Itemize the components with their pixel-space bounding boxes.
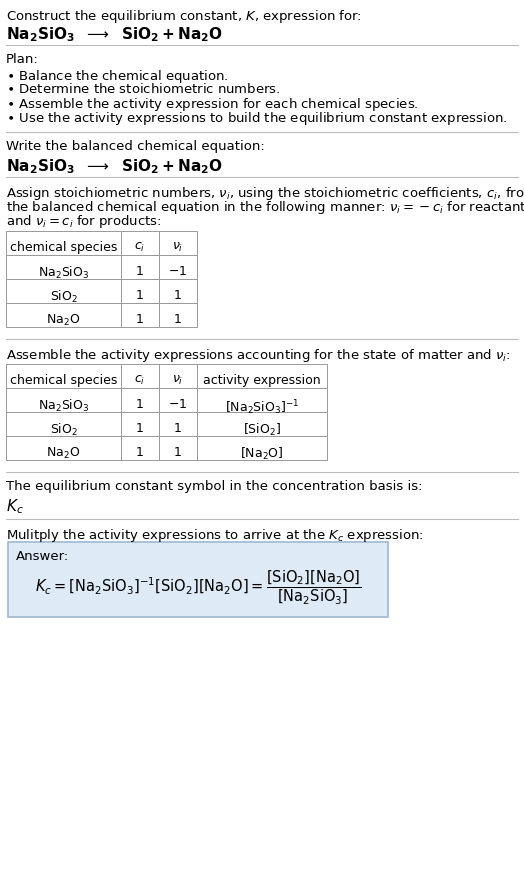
Bar xyxy=(6,255,121,279)
Text: 1: 1 xyxy=(174,446,182,459)
Text: $-1$: $-1$ xyxy=(168,398,188,411)
Bar xyxy=(121,412,159,436)
Text: chemical species: chemical species xyxy=(10,241,117,254)
Text: $\bullet$ Use the activity expressions to build the equilibrium constant express: $\bullet$ Use the activity expressions t… xyxy=(6,110,507,127)
Bar xyxy=(121,436,159,460)
Text: $K_c = [\mathrm{Na_2SiO_3}]^{-1} [\mathrm{SiO_2}][\mathrm{Na_2O}] = \dfrac{[\mat: $K_c = [\mathrm{Na_2SiO_3}]^{-1} [\mathr… xyxy=(35,568,361,606)
Text: 1: 1 xyxy=(136,289,144,302)
Text: $\mathrm{SiO_2}$: $\mathrm{SiO_2}$ xyxy=(49,422,78,438)
Text: $[\mathrm{SiO_2}]$: $[\mathrm{SiO_2}]$ xyxy=(243,422,281,438)
Bar xyxy=(159,436,197,460)
Text: 1: 1 xyxy=(136,313,144,326)
Text: $\mathrm{Na_2SiO_3}$: $\mathrm{Na_2SiO_3}$ xyxy=(38,398,89,414)
Bar xyxy=(6,388,121,412)
Bar xyxy=(121,231,159,255)
Text: $[\mathrm{Na_2O}]$: $[\mathrm{Na_2O}]$ xyxy=(240,446,284,462)
Bar xyxy=(121,388,159,412)
Text: 1: 1 xyxy=(136,398,144,411)
Text: $-1$: $-1$ xyxy=(168,265,188,278)
Text: Write the balanced chemical equation:: Write the balanced chemical equation: xyxy=(6,140,265,153)
Text: $\nu_i$: $\nu_i$ xyxy=(172,374,184,387)
Text: activity expression: activity expression xyxy=(203,374,321,387)
Text: $\mathbf{Na_2SiO_3}$  $\longrightarrow$  $\mathbf{SiO_2 + Na_2O}$: $\mathbf{Na_2SiO_3}$ $\longrightarrow$ $… xyxy=(6,25,223,44)
Bar xyxy=(6,412,121,436)
Bar xyxy=(121,279,159,303)
Bar xyxy=(197,364,327,388)
Bar xyxy=(197,388,327,412)
Bar xyxy=(6,303,121,327)
Text: Plan:: Plan: xyxy=(6,53,39,66)
Text: 1: 1 xyxy=(136,422,144,435)
Text: $\bullet$ Balance the chemical equation.: $\bullet$ Balance the chemical equation. xyxy=(6,68,228,85)
Text: $\mathrm{SiO_2}$: $\mathrm{SiO_2}$ xyxy=(49,289,78,305)
Text: $\bullet$ Determine the stoichiometric numbers.: $\bullet$ Determine the stoichiometric n… xyxy=(6,82,280,96)
Text: $c_i$: $c_i$ xyxy=(134,241,146,254)
Text: $K_c$: $K_c$ xyxy=(6,497,24,516)
Bar xyxy=(159,279,197,303)
Bar xyxy=(121,364,159,388)
Bar xyxy=(6,279,121,303)
Bar xyxy=(6,364,121,388)
Bar xyxy=(6,231,121,255)
Text: $\bullet$ Assemble the activity expression for each chemical species.: $\bullet$ Assemble the activity expressi… xyxy=(6,96,419,113)
Text: 1: 1 xyxy=(174,422,182,435)
Bar xyxy=(197,436,327,460)
Bar xyxy=(197,412,327,436)
Bar xyxy=(121,303,159,327)
Text: chemical species: chemical species xyxy=(10,374,117,387)
Text: $[\mathrm{Na_2SiO_3}]^{-1}$: $[\mathrm{Na_2SiO_3}]^{-1}$ xyxy=(225,398,299,417)
Text: $\nu_i$: $\nu_i$ xyxy=(172,241,184,254)
Text: $\mathbf{Na_2SiO_3}$  $\longrightarrow$  $\mathbf{SiO_2 + Na_2O}$: $\mathbf{Na_2SiO_3}$ $\longrightarrow$ $… xyxy=(6,157,223,176)
Bar xyxy=(159,364,197,388)
Text: Construct the equilibrium constant, $K$, expression for:: Construct the equilibrium constant, $K$,… xyxy=(6,8,362,25)
Text: $c_i$: $c_i$ xyxy=(134,374,146,387)
Bar xyxy=(121,255,159,279)
Text: 1: 1 xyxy=(174,313,182,326)
Text: $\mathrm{Na_2O}$: $\mathrm{Na_2O}$ xyxy=(47,446,81,462)
Text: Assemble the activity expressions accounting for the state of matter and $\nu_i$: Assemble the activity expressions accoun… xyxy=(6,347,511,364)
Text: The equilibrium constant symbol in the concentration basis is:: The equilibrium constant symbol in the c… xyxy=(6,480,422,493)
Bar xyxy=(8,542,388,617)
Text: and $\nu_i = c_i$ for products:: and $\nu_i = c_i$ for products: xyxy=(6,213,161,230)
Text: 1: 1 xyxy=(136,446,144,459)
Text: Mulitply the activity expressions to arrive at the $K_c$ expression:: Mulitply the activity expressions to arr… xyxy=(6,527,424,544)
Text: 1: 1 xyxy=(174,289,182,302)
Bar xyxy=(159,388,197,412)
Text: Assign stoichiometric numbers, $\nu_i$, using the stoichiometric coefficients, $: Assign stoichiometric numbers, $\nu_i$, … xyxy=(6,185,524,202)
Bar xyxy=(159,231,197,255)
Text: 1: 1 xyxy=(136,265,144,278)
Bar xyxy=(159,303,197,327)
Bar xyxy=(159,255,197,279)
Text: $\mathrm{Na_2O}$: $\mathrm{Na_2O}$ xyxy=(47,313,81,328)
Text: Answer:: Answer: xyxy=(16,550,69,563)
Text: the balanced chemical equation in the following manner: $\nu_i = -c_i$ for react: the balanced chemical equation in the fo… xyxy=(6,199,524,216)
Bar xyxy=(6,436,121,460)
Text: $\mathrm{Na_2SiO_3}$: $\mathrm{Na_2SiO_3}$ xyxy=(38,265,89,281)
Bar xyxy=(159,412,197,436)
